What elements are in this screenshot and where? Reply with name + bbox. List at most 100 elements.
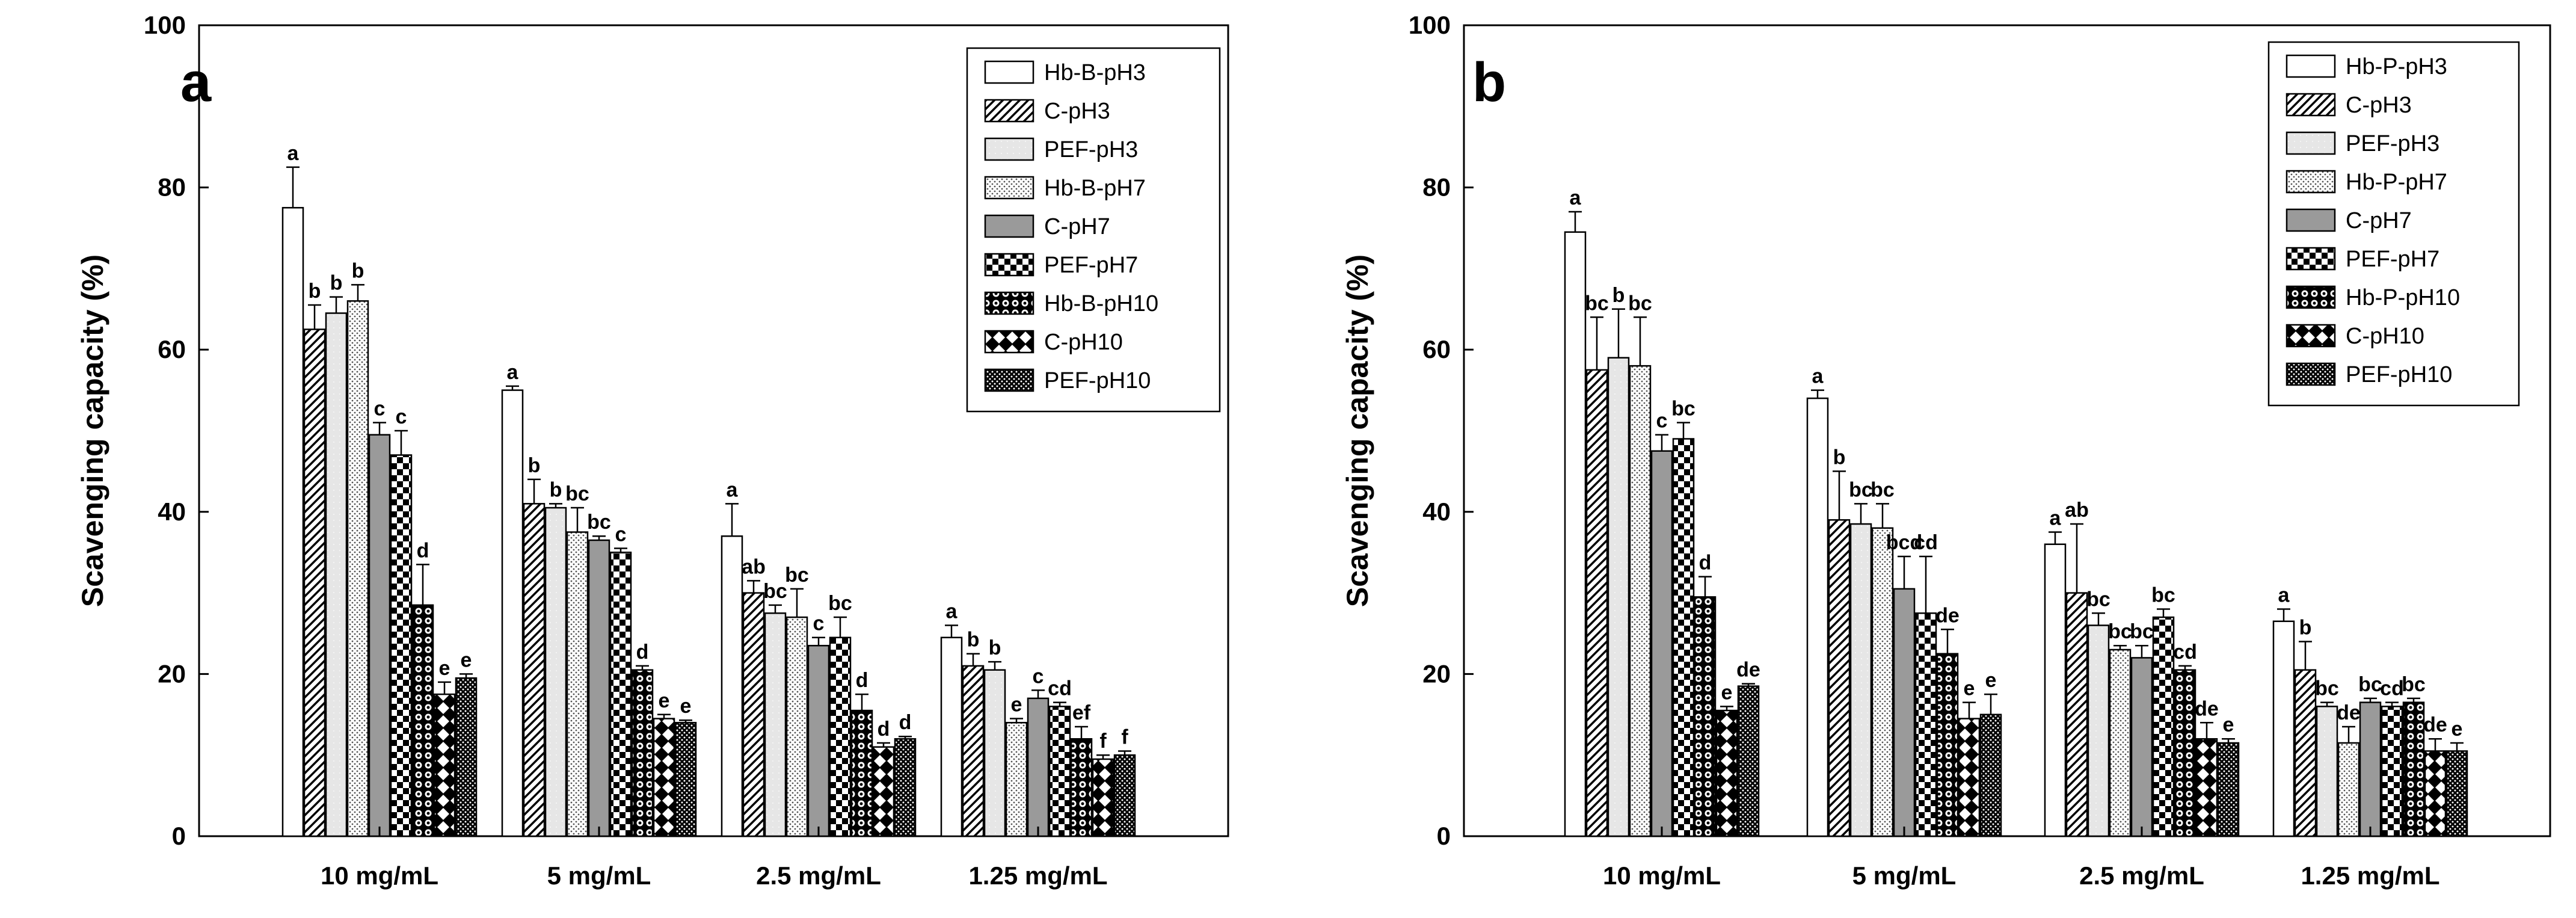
bar — [785, 616, 808, 837]
significance-letter: e — [1011, 694, 1022, 716]
legend-swatch — [2286, 247, 2336, 271]
legend-label: PEF-pH7 — [1044, 253, 1138, 278]
significance-letter: bc — [2358, 673, 2382, 696]
significance-letter: a — [287, 142, 300, 165]
significance-letter: c — [1033, 665, 1044, 688]
bar — [962, 665, 985, 837]
significance-letter: c — [615, 523, 627, 546]
significance-letter: de — [2423, 713, 2447, 736]
legend-swatch — [2286, 208, 2336, 232]
y-tick-label: 0 — [172, 822, 186, 850]
bar — [346, 300, 369, 837]
significance-letter: b — [550, 478, 562, 501]
y-tick-label: 40 — [1422, 498, 1451, 526]
y-tick-label: 80 — [158, 173, 186, 202]
significance-letter: d — [636, 641, 649, 664]
legend-swatch — [984, 60, 1034, 84]
legend-label: C-pH7 — [1044, 214, 1110, 239]
significance-letter: a — [1570, 186, 1582, 209]
significance-letter: e — [2223, 713, 2234, 736]
bar — [1914, 612, 1937, 837]
x-tick-label: 1.25 mg/mL — [2301, 861, 2439, 890]
legend-swatch — [984, 214, 1034, 238]
bar — [1564, 231, 1587, 837]
significance-letter: bc — [1671, 398, 1695, 420]
significance-letter: de — [1736, 659, 1760, 682]
bar — [1958, 718, 1981, 837]
y-tick-label: 80 — [1422, 173, 1451, 202]
significance-letter: cd — [1914, 531, 1938, 554]
y-axis-label: Scavenging capacity (%) — [1341, 254, 1374, 607]
legend-label: C-pH3 — [2346, 93, 2412, 118]
legend-swatch — [984, 176, 1034, 200]
significance-letter: bc — [2402, 673, 2426, 696]
significance-letter: bc — [2108, 620, 2132, 643]
significance-letter: bc — [828, 592, 852, 615]
significance-letter: de — [1935, 604, 1960, 627]
y-tick-label: 100 — [1409, 11, 1451, 39]
bar — [1005, 722, 1028, 837]
bar — [1113, 754, 1136, 837]
bar — [2381, 706, 2403, 837]
legend-swatch — [2286, 285, 2336, 309]
significance-letter: a — [2050, 507, 2062, 530]
significance-letter: a — [1812, 365, 1824, 388]
bar — [1027, 697, 1050, 837]
legend-swatch — [2286, 93, 2336, 117]
bar — [390, 454, 413, 837]
legend-label: PEF-pH7 — [2346, 247, 2439, 272]
bar — [872, 746, 895, 837]
significance-letter: a — [2278, 584, 2290, 607]
significance-letter: b — [309, 280, 321, 303]
significance-letter: b — [352, 259, 364, 282]
bar — [721, 535, 743, 837]
y-tick-label: 100 — [144, 11, 186, 39]
bar — [2065, 592, 2088, 837]
bar — [1585, 369, 1608, 837]
bar — [325, 312, 348, 837]
significance-letter: e — [2452, 718, 2463, 741]
significance-letter: d — [1699, 552, 1712, 575]
legend-swatch — [984, 253, 1034, 277]
significance-letter: cd — [2380, 677, 2404, 700]
bar — [1629, 365, 1652, 837]
bar — [2130, 657, 2153, 837]
bar — [2195, 738, 2218, 837]
significance-letter: d — [878, 718, 890, 741]
significance-letter: e — [680, 695, 692, 718]
significance-letter: b — [1612, 284, 1625, 307]
significance-letter: c — [813, 612, 825, 635]
bar — [2109, 648, 2132, 837]
significance-letter: bc — [1585, 292, 1609, 315]
significance-letter: bc — [565, 482, 589, 505]
panel-letter: b — [1472, 52, 1506, 113]
significance-letter: e — [1964, 677, 1975, 700]
bar — [653, 718, 675, 837]
significance-letter: a — [727, 478, 739, 501]
bar — [2316, 706, 2338, 837]
bar — [2174, 669, 2196, 837]
legend-swatch — [984, 137, 1034, 161]
bar — [455, 677, 478, 837]
significance-letter: bc — [763, 580, 787, 603]
bar — [2152, 616, 2175, 837]
y-axis-label: Scavenging capacity (%) — [76, 254, 109, 607]
bar — [1871, 527, 1894, 837]
x-tick-label: 5 mg/mL — [547, 861, 651, 890]
legend-swatch — [2286, 362, 2336, 386]
bar — [281, 207, 304, 837]
significance-letter: e — [1985, 669, 1997, 692]
bar — [829, 636, 852, 837]
legend-label: PEF-pH3 — [1044, 137, 1138, 162]
significance-letter: de — [2337, 701, 2361, 724]
legend-label: PEF-pH3 — [2346, 131, 2439, 156]
significance-letter: e — [1721, 681, 1733, 704]
significance-letter: bc — [587, 511, 611, 534]
bar — [1936, 653, 1959, 837]
bar — [1737, 685, 1760, 837]
significance-letter: ab — [2065, 499, 2089, 522]
significance-letter: c — [374, 398, 386, 420]
bar — [1694, 596, 1717, 837]
